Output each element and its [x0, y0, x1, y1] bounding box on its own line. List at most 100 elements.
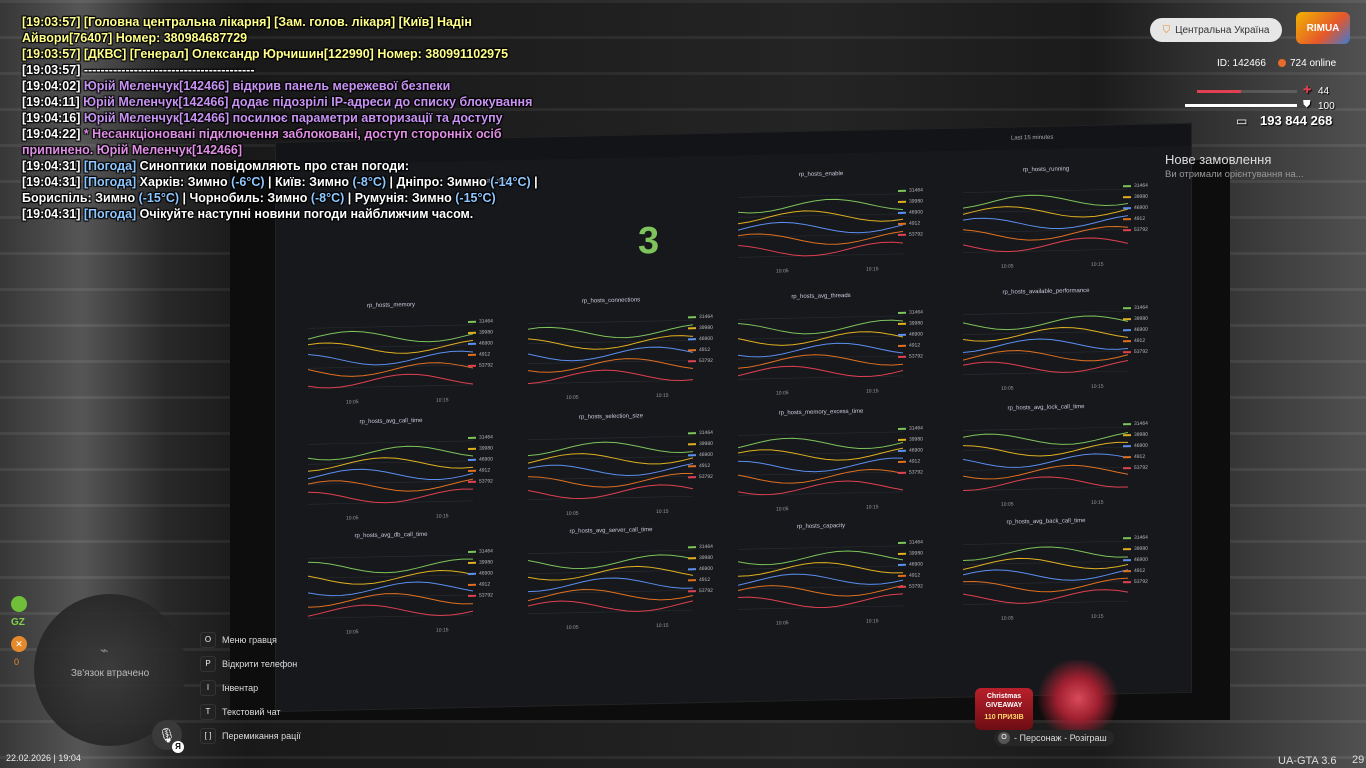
- chat-line: [19:04:31] [Погода] Очікуйте наступні но…: [22, 206, 547, 222]
- panel-legend: 31464 39980 46900 4912 53792: [898, 423, 923, 479]
- x-tick-label: 10:15: [656, 392, 669, 400]
- legend-item: 4912: [468, 465, 493, 477]
- online-count: 724 online: [1278, 58, 1336, 69]
- series-line: [738, 447, 903, 461]
- panel-title: rp_hosts_avg_lock_call_time: [1007, 404, 1085, 412]
- chat-segment: (-8°C): [352, 175, 387, 189]
- legend-item: 39980: [898, 318, 923, 330]
- dashboard-panels: rp_hosts_active rp_hosts_enable 31464 39980…: [276, 124, 1191, 636]
- series-line: [963, 441, 1128, 457]
- chat-line: [19:03:57] [ДКВС] [Генерал] Олександр Юр…: [22, 46, 547, 62]
- series-line: [738, 354, 903, 369]
- chat-line: [19:04:16] Юрій Меленчук[142466] посилює…: [22, 110, 547, 126]
- x-tick-label: 10:05: [1001, 615, 1014, 622]
- legend-item: 4912: [898, 456, 923, 468]
- series-line: [738, 480, 903, 496]
- series-line: [738, 457, 903, 473]
- chat-log: [19:03:57] [Головна центральна лікарня] …: [22, 14, 547, 222]
- panel-title: rp_hosts_connections: [581, 297, 641, 305]
- series-line: [308, 581, 473, 597]
- grid-line: [963, 540, 1128, 545]
- x-tick-label: 10:15: [1091, 613, 1104, 620]
- grid-line: [963, 330, 1128, 335]
- dashboard-panel: rp_hosts_running 31464 39980 46900 4912 53792…: [941, 165, 1151, 281]
- series-line: [738, 331, 903, 346]
- key-hint-row: [ ] Перемикання рації: [200, 724, 301, 748]
- legend-item: 46900: [688, 334, 713, 346]
- series-line: [963, 476, 1128, 491]
- armor-bar: [1185, 104, 1297, 107]
- grid-line: [738, 471, 903, 476]
- legend-item: 46900: [688, 564, 713, 576]
- legend-item: 31464: [468, 432, 493, 444]
- grid-line: [308, 460, 473, 465]
- series-line: [738, 365, 903, 377]
- chat-segment: | Дніпро: Зимно: [386, 175, 491, 189]
- region-icon: ⛉: [1162, 24, 1171, 36]
- grid-line: [738, 375, 903, 380]
- series-line: [963, 453, 1128, 468]
- chat-line: [19:03:57] -----------------------------…: [22, 62, 547, 78]
- chat-segment: [19:04:31]: [22, 207, 84, 221]
- legend-item: 53792: [468, 360, 493, 372]
- giveaway-banner[interactable]: Christmas GIVEAWAY 110 ПРИЗІВ: [975, 688, 1033, 730]
- chat-segment: Харків: Зимно: [136, 175, 232, 189]
- giveaway-key: O: [998, 732, 1010, 744]
- panel-graph: [528, 435, 693, 501]
- series-line: [963, 338, 1128, 353]
- x-tick-label: 10:05: [346, 629, 359, 636]
- series-line: [963, 327, 1128, 342]
- grid-line: [963, 426, 1128, 431]
- series-line: [308, 362, 473, 377]
- key-cap: T: [200, 704, 216, 720]
- chat-segment: [19:04:31]: [22, 175, 84, 189]
- x-tick-label: 10:15: [1091, 383, 1104, 390]
- grid-line: [528, 435, 693, 441]
- series-line: [738, 550, 903, 566]
- grid-line: [738, 585, 903, 590]
- green-zone-icon: [11, 596, 27, 612]
- grid-line: [963, 486, 1128, 491]
- legend-item: 31464: [688, 312, 713, 324]
- key-hint-label: Відкрити телефон: [222, 659, 298, 669]
- panel-graph: [738, 431, 903, 496]
- series-line: [308, 604, 473, 617]
- legend-item: 31464: [1123, 419, 1148, 431]
- panel-legend: 31464 39980 46900 4912 53792: [1123, 419, 1148, 475]
- legend-item: 39980: [688, 439, 713, 451]
- legend-item: 53792: [688, 356, 713, 368]
- legend-item: 39980: [898, 196, 923, 208]
- grid-line: [963, 208, 1128, 213]
- grid-line: [738, 545, 903, 550]
- panel-title: rp_hosts_avg_call_time: [359, 417, 423, 426]
- legend-item: 31464: [468, 546, 493, 558]
- money-icon: ▭: [1236, 114, 1248, 128]
- legend-item: 53792: [688, 586, 713, 598]
- series-line: [738, 584, 903, 597]
- series-line: [308, 558, 473, 574]
- grid-line: [528, 609, 693, 615]
- chat-line: [19:04:02] Юрій Меленчук[142466] відкрив…: [22, 78, 547, 94]
- series-line: [963, 225, 1128, 241]
- legend-item: 39980: [898, 434, 923, 446]
- x-tick-label: 10:05: [346, 399, 359, 406]
- series-line: [738, 210, 903, 225]
- online-dot-icon: [1278, 59, 1286, 68]
- series-line: [963, 464, 1128, 480]
- dashboard-panel: rp_hosts_capacity 31464 39980 46900 4912 5379…: [716, 521, 926, 637]
- legend-item: 31464: [688, 428, 713, 440]
- chat-line: [19:03:57] [Головна центральна лікарня] …: [22, 14, 547, 46]
- legend-item: 4912: [688, 575, 713, 587]
- grid-line: [738, 315, 903, 320]
- legend-item: 46900: [688, 450, 713, 462]
- legend-item: 4912: [688, 461, 713, 473]
- chat-segment: (-14°C): [490, 175, 531, 189]
- giveaway-hint[interactable]: O - Персонаж - Розіграш: [994, 730, 1114, 746]
- legend-item: 53792: [898, 467, 923, 479]
- legend-item: 46900: [468, 568, 493, 580]
- green-zone-label: GZ: [11, 617, 25, 628]
- x-tick-label: 10:05: [566, 510, 579, 517]
- chat-segment: [Погода]: [83, 175, 137, 189]
- dashboard-panel: rp_hosts_avg_server_call_time 31464 39980 4…: [506, 526, 716, 642]
- grid-line: [963, 600, 1128, 605]
